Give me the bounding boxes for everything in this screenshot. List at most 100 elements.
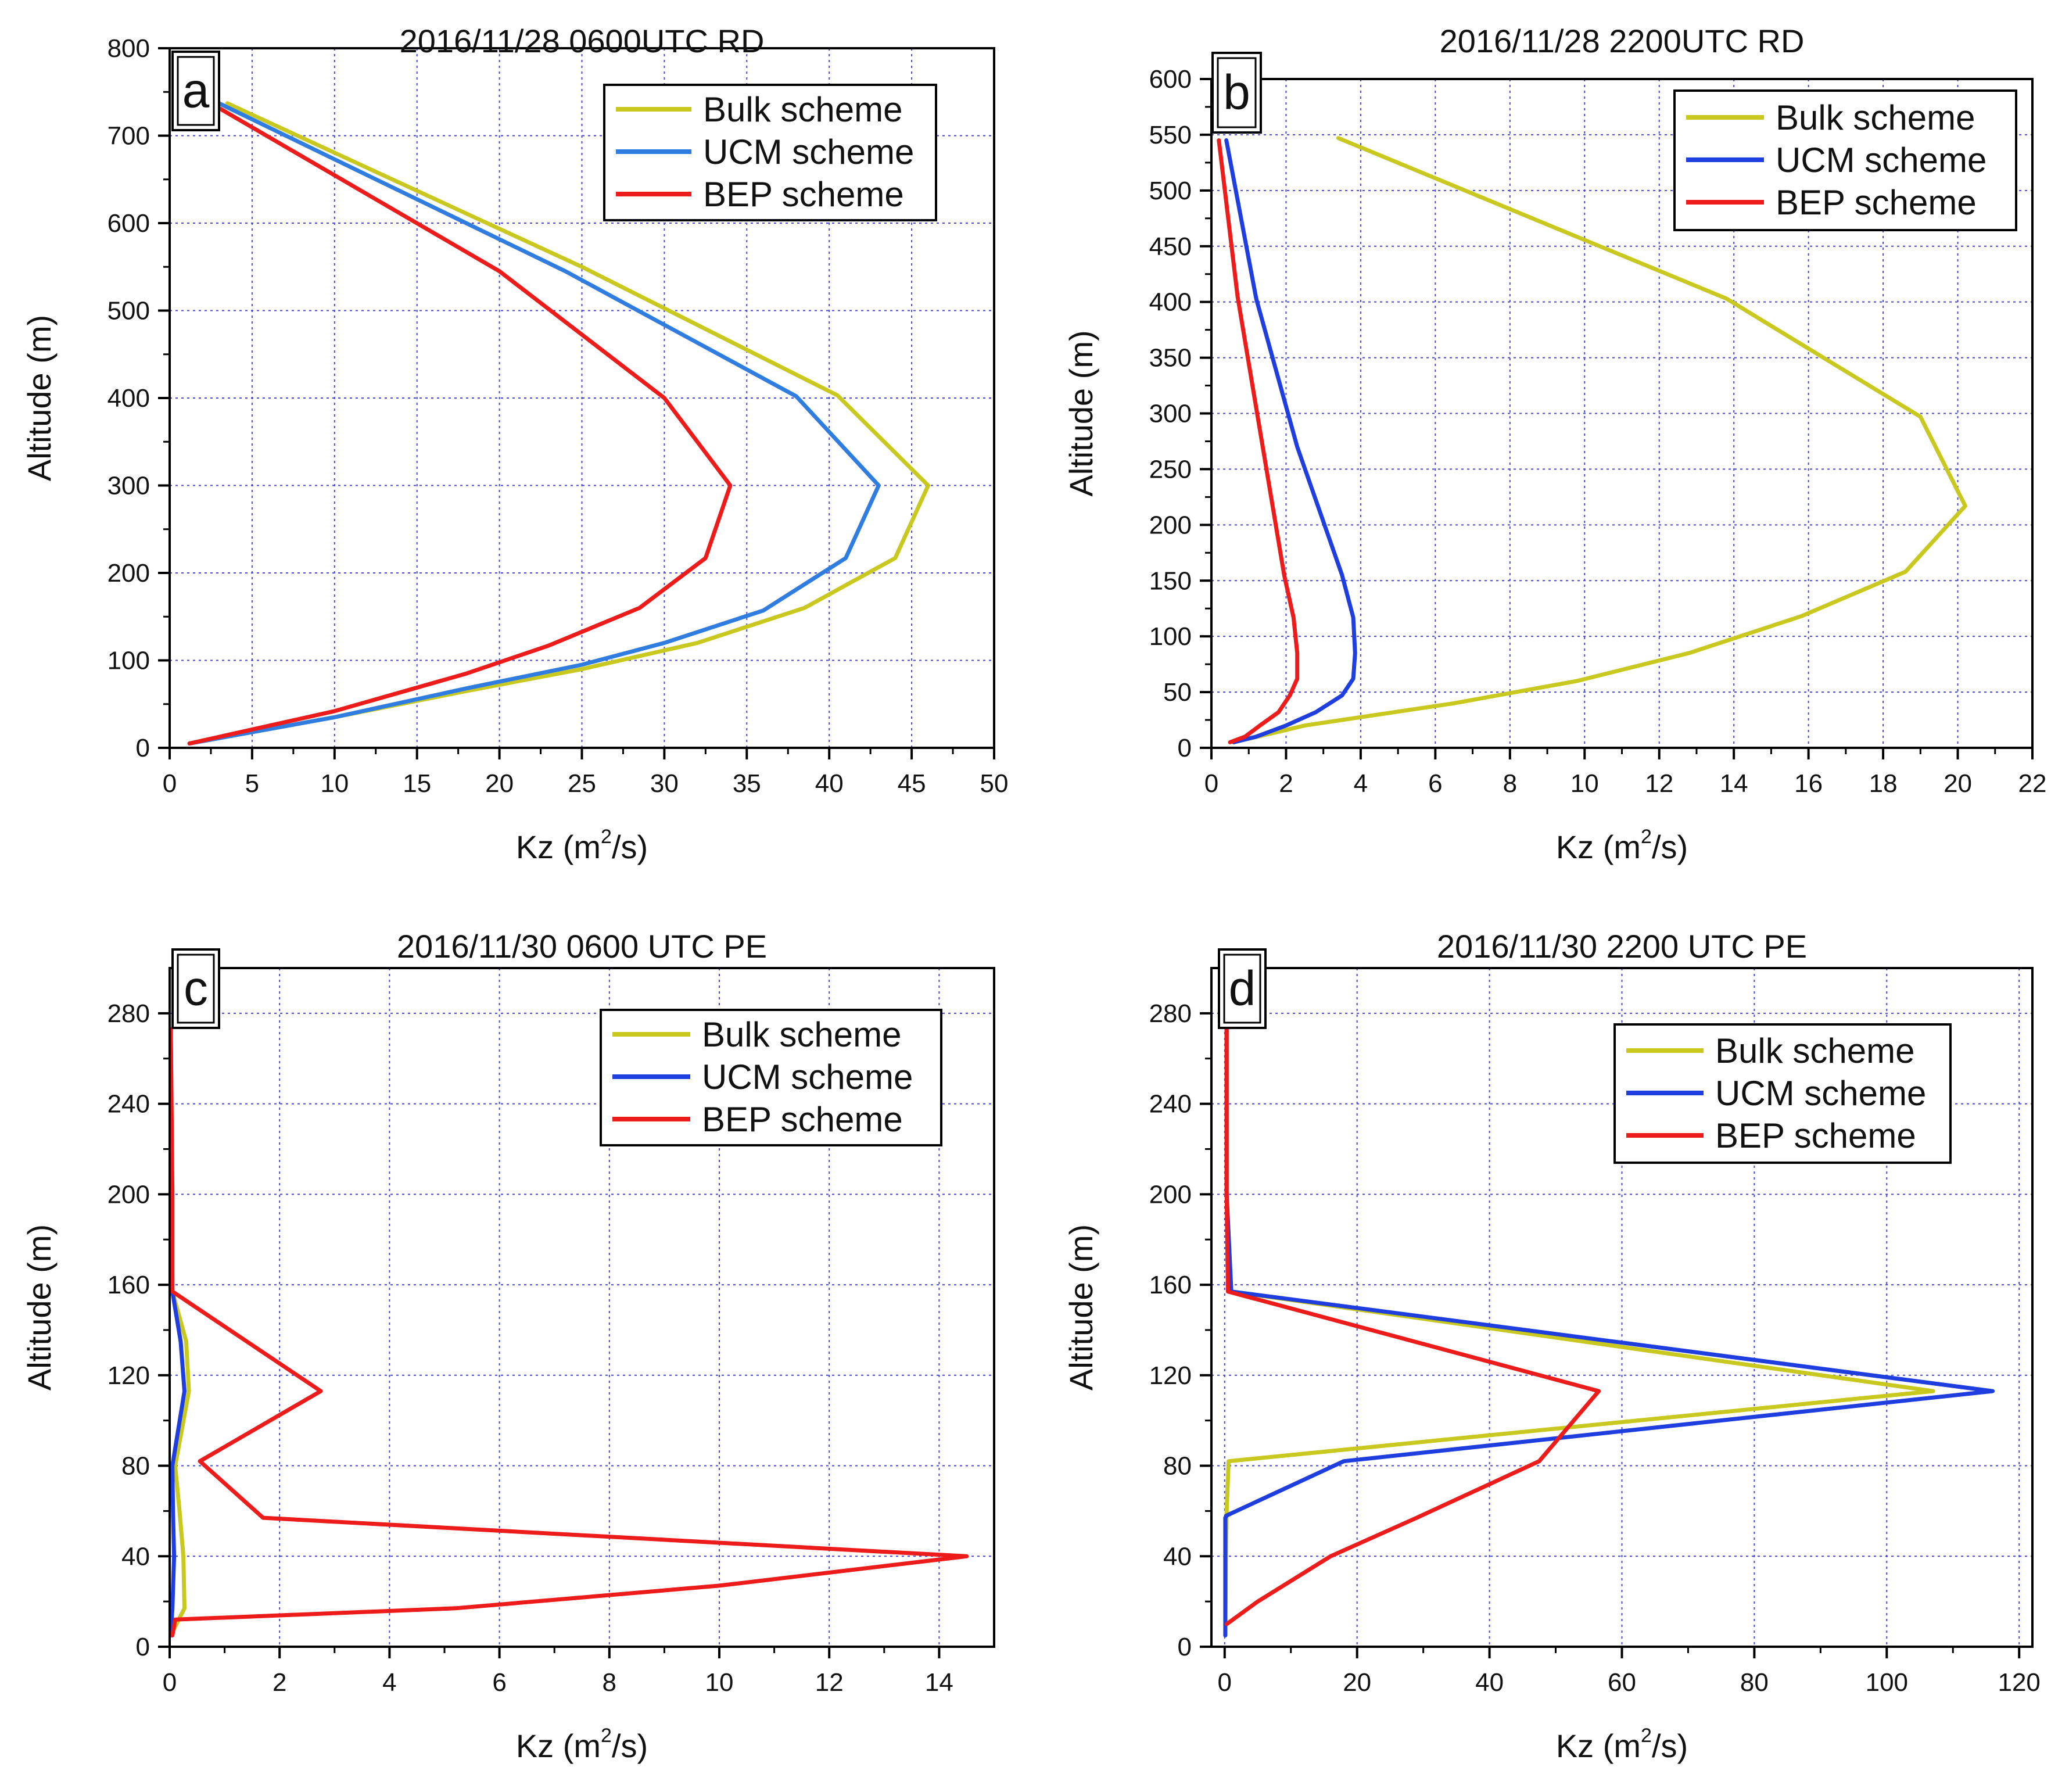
y-tick-label: 100 — [1149, 622, 1192, 651]
x-axis: 0 20 40 60 80 100 120 — [1218, 1647, 2041, 1697]
x-tick-label: 0 — [1204, 769, 1218, 798]
x-tick-label: 30 — [650, 769, 679, 798]
x-tick-label: 0 — [1218, 1668, 1232, 1697]
x-tick-label: 40 — [1475, 1668, 1504, 1697]
legend-item: Bulk scheme — [616, 90, 902, 129]
x-tick-label: 12 — [815, 1668, 844, 1697]
y-axis-label: Altitude (m) — [1063, 330, 1099, 496]
panel-d: 0 20 40 60 80 100 120 0 40 80 120 160 200 240 280 2016/… — [1063, 928, 2041, 1764]
series-line-ucm-scheme — [1224, 138, 1357, 744]
y-tick-label: 600 — [107, 209, 150, 238]
chart-title: 2016/11/28 0600UTC RD — [400, 23, 765, 59]
y-tick-label: 400 — [1149, 288, 1192, 317]
x-tick-label: 35 — [733, 769, 761, 798]
x-tick-label: 18 — [1869, 769, 1898, 798]
x-tick-label: 50 — [980, 769, 1009, 798]
y-tick-label: 400 — [107, 384, 150, 413]
x-tick-label: 8 — [1503, 769, 1517, 798]
x-tick-label: 120 — [1998, 1668, 2040, 1697]
x-tick-label: 14 — [1720, 769, 1748, 798]
legend-label: Bulk scheme — [702, 1015, 901, 1054]
y-tick-label: 120 — [107, 1361, 150, 1390]
x-axis-label: Kz (m2/s) — [516, 1725, 648, 1764]
plot-frame — [168, 967, 995, 1648]
legend-label: UCM scheme — [1715, 1074, 1926, 1113]
y-tick-label: 100 — [107, 647, 150, 675]
y-tick-label: 0 — [1178, 734, 1192, 762]
y-axis: 0 40 80 120 160 200 240 280 — [107, 999, 170, 1661]
y-tick-label: 350 — [1149, 344, 1192, 372]
y-tick-label: 550 — [1149, 121, 1192, 149]
y-tick-label: 280 — [107, 999, 150, 1028]
x-axis-label: Kz (m2/s) — [1556, 1725, 1688, 1764]
x-tick-label: 0 — [163, 769, 177, 798]
x-tick-label: 60 — [1608, 1668, 1636, 1697]
x-axis: 0 2 4 6 8 10 12 14 — [163, 1647, 953, 1697]
panel-letter-box: a — [171, 51, 220, 131]
y-tick-label: 700 — [107, 122, 150, 150]
x-tick-label: 4 — [1354, 769, 1368, 798]
y-tick-label: 0 — [136, 1633, 150, 1661]
y-tick-label: 200 — [107, 1180, 150, 1209]
x-axis: 0 5 10 15 20 25 30 35 40 45 50 — [163, 748, 1009, 798]
y-tick-label: 200 — [107, 559, 150, 587]
y-tick-label: 450 — [1149, 232, 1192, 261]
legend-label: Bulk scheme — [1715, 1031, 1914, 1070]
legend-label: Bulk scheme — [1776, 98, 1975, 137]
y-tick-label: 280 — [1149, 999, 1192, 1028]
legend-item: UCM scheme — [616, 132, 914, 171]
y-tick-label: 120 — [1149, 1361, 1192, 1390]
x-tick-label: 10 — [320, 769, 349, 798]
x-tick-label: 14 — [925, 1668, 953, 1697]
x-axis-label: Kz (m2/s) — [516, 826, 648, 865]
legend-item: UCM scheme — [1686, 141, 1986, 180]
y-tick-label: 500 — [1149, 177, 1192, 205]
panel-letter: c — [184, 961, 208, 1016]
y-tick-label: 800 — [107, 34, 150, 63]
y-tick-label: 40 — [121, 1542, 150, 1571]
legend-label: Bulk scheme — [703, 90, 902, 129]
x-tick-label: 5 — [245, 769, 259, 798]
y-tick-label: 250 — [1149, 455, 1192, 483]
legend-item: BEP scheme — [616, 175, 904, 214]
series-line-bep-scheme — [1224, 966, 1601, 1626]
y-tick-label: 600 — [1149, 65, 1192, 94]
legend-label: BEP scheme — [1715, 1116, 1916, 1155]
x-tick-label: 8 — [603, 1668, 616, 1697]
x-tick-label: 80 — [1740, 1668, 1769, 1697]
x-tick-label: 10 — [1570, 769, 1599, 798]
x-tick-label: 20 — [1343, 1668, 1371, 1697]
x-tick-label: 15 — [403, 769, 431, 798]
y-tick-label: 40 — [1163, 1542, 1192, 1571]
legend-label: UCM scheme — [703, 132, 914, 171]
chart-title: 2016/11/30 2200 UTC PE — [1437, 928, 1807, 965]
y-axis: 0 40 80 120 160 200 240 280 — [1149, 999, 1211, 1661]
y-axis-label: Altitude (m) — [21, 315, 58, 481]
legend-item: UCM scheme — [612, 1058, 913, 1096]
legend-item: Bulk scheme — [1686, 98, 1975, 137]
y-tick-label: 160 — [1149, 1271, 1192, 1299]
y-tick-label: 500 — [107, 297, 150, 325]
panel-letter: d — [1229, 961, 1256, 1016]
series-line-bep-scheme — [187, 101, 733, 746]
panel-letter: b — [1223, 65, 1250, 120]
legend-item: UCM scheme — [1626, 1074, 1926, 1113]
series-line-ucm-scheme — [187, 101, 881, 746]
series-line-bep-scheme — [168, 1027, 969, 1637]
x-tick-label: 6 — [492, 1668, 506, 1697]
y-tick-label: 240 — [1149, 1090, 1192, 1119]
x-tick-label: 6 — [1428, 769, 1442, 798]
legend-label: BEP scheme — [703, 175, 904, 214]
series-line-ucm-scheme — [168, 1027, 187, 1637]
legend-item: BEP scheme — [1626, 1116, 1916, 1155]
legend-label: UCM scheme — [1776, 141, 1986, 180]
panel-letter-box: c — [171, 948, 220, 1029]
x-tick-label: 2 — [1279, 769, 1293, 798]
legend-label: UCM scheme — [702, 1058, 913, 1096]
x-tick-label: 4 — [382, 1668, 396, 1697]
grid — [1211, 968, 2032, 1647]
x-tick-label: 2 — [272, 1668, 286, 1697]
